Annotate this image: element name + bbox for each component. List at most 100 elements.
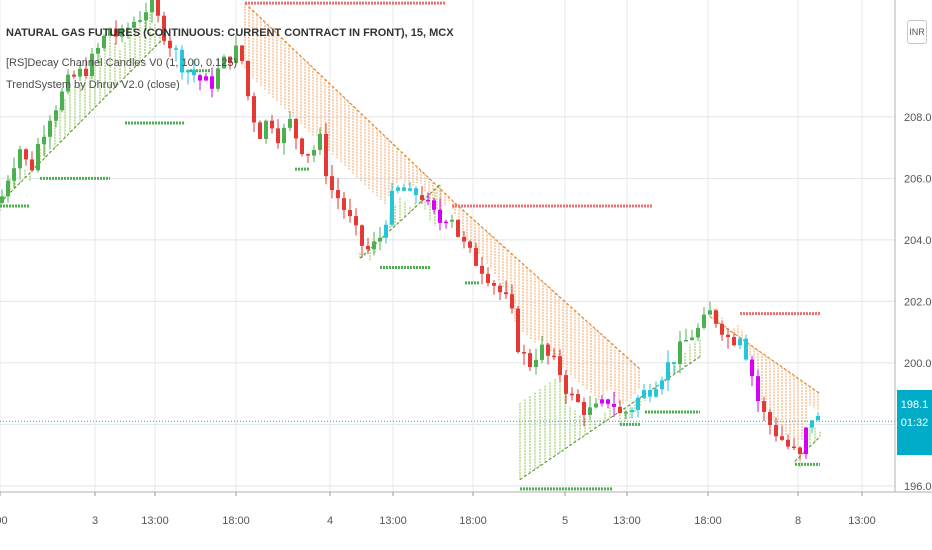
candle-body [48, 120, 52, 137]
candle-body [84, 68, 88, 77]
candle-body [324, 133, 328, 177]
candle-body [348, 210, 352, 217]
candle-body [432, 200, 436, 210]
candle-body [594, 403, 598, 408]
candle-body [288, 118, 292, 128]
candle-body [24, 149, 28, 160]
candle-body [588, 407, 592, 415]
decay-lower-edge [359, 184, 441, 259]
candle-body [246, 60, 250, 97]
decay-upper-edge [244, 2, 456, 204]
candle-body [678, 341, 682, 365]
candle-body [342, 198, 346, 211]
candle-body [570, 393, 574, 396]
candle-body [654, 389, 658, 397]
candle-body [108, 28, 112, 36]
candle-body [66, 74, 70, 92]
candle-body [798, 447, 802, 454]
candle-body [558, 356, 562, 376]
time-tick-label: :00 [0, 515, 8, 527]
support-resistance-levels [0, 1, 820, 491]
candle-body [774, 424, 778, 437]
candle-body [726, 334, 730, 338]
price-tick-label: 204.0 [904, 235, 932, 247]
candle-body [282, 127, 286, 144]
candle-body [450, 219, 454, 222]
time-tick-label: 18:00 [459, 515, 487, 527]
candle-body [36, 144, 40, 171]
candle-body [336, 190, 340, 199]
candle-body [228, 56, 232, 64]
candle-body [708, 310, 712, 315]
candle-body [390, 190, 394, 225]
candle-body [618, 406, 622, 414]
candle-body [168, 40, 172, 49]
candle-body [576, 394, 580, 403]
indicator-legend-trend[interactable]: TrendSystem by Dhruv V2.0 (close) [6, 79, 180, 91]
candle-body [630, 410, 634, 413]
candle-body [546, 344, 550, 356]
candle-body [810, 420, 814, 428]
candle-body [138, 20, 142, 22]
candle-body [360, 225, 364, 246]
candle-body [96, 47, 100, 54]
candle-body [258, 122, 262, 139]
decay-upper-edge [454, 202, 641, 370]
candle-body [492, 282, 496, 286]
candle-body [804, 427, 808, 454]
candle-body [462, 236, 466, 242]
indicator-legend-decay[interactable]: [RS]Decay Channel Candles V0 (1, 100, 0.… [6, 57, 238, 69]
time-tick-label: 13:00 [141, 515, 169, 527]
decay-upper-edge [709, 316, 821, 395]
candle-body [444, 221, 448, 224]
candle-body [60, 91, 64, 111]
candle-body [192, 69, 196, 76]
candle-body [270, 120, 274, 129]
candle-body [720, 323, 724, 335]
candle-body [90, 53, 94, 77]
candle-body [768, 411, 772, 425]
candle-body [162, 15, 166, 41]
candle-body [174, 48, 178, 50]
candle-body [72, 74, 76, 77]
candle-body [222, 56, 226, 69]
candle-body [438, 209, 442, 223]
candle-body [684, 340, 688, 342]
candle-body [42, 136, 46, 145]
candle-body [582, 402, 586, 415]
candle-body [102, 35, 106, 48]
candle-body [6, 180, 10, 197]
candle-body [504, 292, 508, 295]
price-tick-label: 200.0 [904, 358, 932, 370]
candle-body [702, 314, 706, 328]
candle-body [30, 159, 34, 171]
candle-body [408, 188, 412, 191]
candle-body [300, 138, 304, 155]
candle-body [330, 176, 334, 191]
candle-body [612, 403, 616, 407]
currency-button[interactable]: INR [907, 20, 927, 44]
candle-body [690, 337, 694, 341]
candle-body [786, 439, 790, 447]
candle-body [738, 338, 742, 346]
candle-body [510, 294, 514, 309]
candle-body [714, 310, 718, 324]
candle-body [522, 352, 526, 354]
candle-body [198, 75, 202, 81]
candle-body [144, 12, 148, 21]
price-tick-label: 202.0 [904, 296, 932, 308]
candle-body [540, 344, 544, 360]
time-tick-label: 18:00 [694, 515, 722, 527]
candle-body [552, 355, 556, 358]
last-price-label: 198.1 01:32 [897, 390, 932, 455]
candle-body [318, 133, 322, 150]
candle-body [264, 120, 268, 139]
candle-body [12, 168, 16, 181]
candle-body [402, 187, 406, 191]
candle-body [0, 196, 4, 203]
candle-body [414, 188, 418, 196]
candle-body [792, 446, 796, 449]
candle-body [474, 247, 478, 266]
candle-body [600, 399, 604, 404]
